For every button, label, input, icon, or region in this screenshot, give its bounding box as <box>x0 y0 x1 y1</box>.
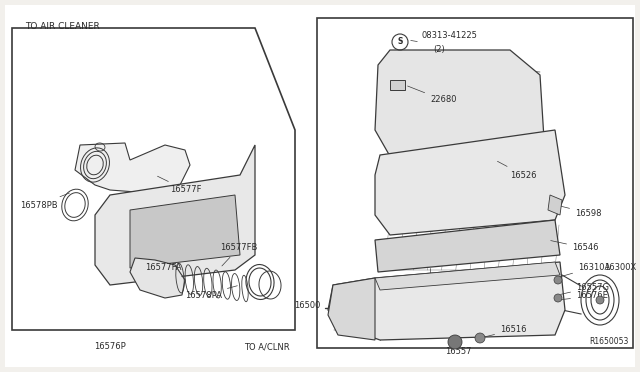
Text: 16516: 16516 <box>483 326 527 337</box>
Polygon shape <box>390 80 405 90</box>
Text: 16557G: 16557G <box>561 282 609 294</box>
Text: (2): (2) <box>433 45 445 54</box>
Text: 16526: 16526 <box>497 161 536 180</box>
Text: 16500: 16500 <box>294 301 320 310</box>
Circle shape <box>448 335 462 349</box>
Polygon shape <box>75 143 190 195</box>
Text: 16578PB: 16578PB <box>20 193 69 209</box>
Polygon shape <box>130 258 185 298</box>
Text: TO AIR CLEANER: TO AIR CLEANER <box>25 22 100 31</box>
Polygon shape <box>375 50 545 165</box>
Text: R1650053: R1650053 <box>589 337 629 346</box>
Polygon shape <box>328 262 565 340</box>
Polygon shape <box>375 262 560 290</box>
Text: S: S <box>397 38 403 46</box>
Text: 16577FA: 16577FA <box>145 263 182 277</box>
Circle shape <box>596 296 604 304</box>
Circle shape <box>554 294 562 302</box>
Bar <box>317 18 633 348</box>
Text: 16577FB: 16577FB <box>220 244 257 266</box>
Text: TO A/CLNR: TO A/CLNR <box>244 342 290 351</box>
Text: 16557: 16557 <box>445 342 472 356</box>
Text: 16598: 16598 <box>559 206 602 218</box>
Polygon shape <box>130 195 240 268</box>
Text: 22680: 22680 <box>408 86 456 105</box>
Text: 16310A: 16310A <box>559 263 611 277</box>
Text: 16300X: 16300X <box>604 263 636 272</box>
Text: 16578PA: 16578PA <box>185 286 237 299</box>
Polygon shape <box>328 278 375 340</box>
Polygon shape <box>375 130 565 235</box>
Polygon shape <box>375 220 560 272</box>
Circle shape <box>554 276 562 284</box>
Circle shape <box>475 333 485 343</box>
Text: 16577F: 16577F <box>157 176 202 195</box>
Text: 16576E: 16576E <box>561 292 608 301</box>
Polygon shape <box>548 195 562 215</box>
Text: 16576P: 16576P <box>94 342 126 351</box>
Polygon shape <box>95 145 255 285</box>
Text: 08313-41225: 08313-41225 <box>422 31 478 40</box>
Text: 16528: 16528 <box>335 294 372 302</box>
Text: 16546: 16546 <box>550 241 598 253</box>
